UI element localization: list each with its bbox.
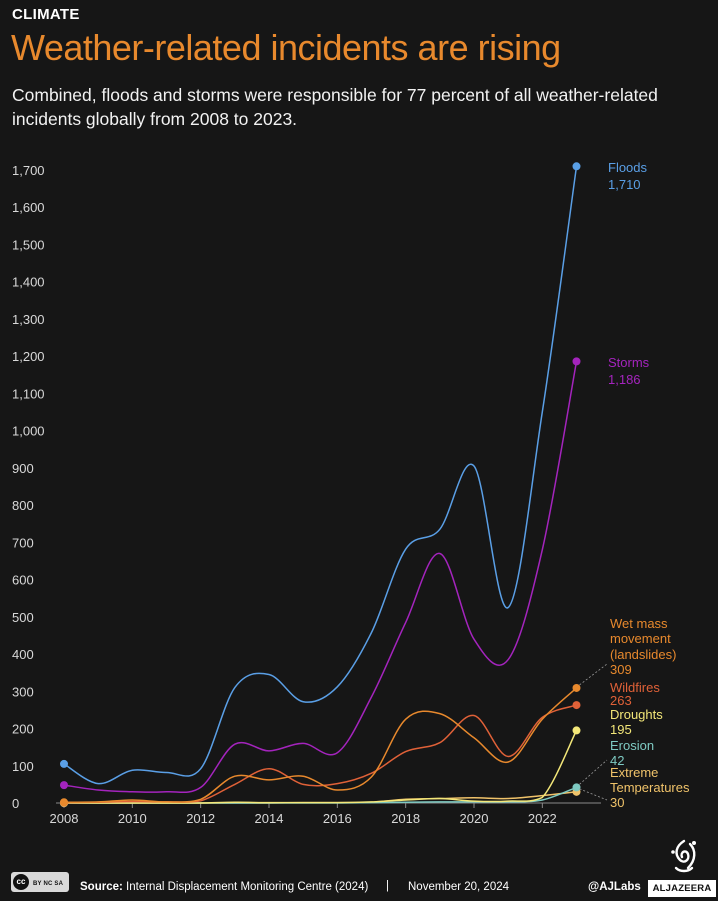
storms-start-point [60, 781, 68, 790]
y-tick-label: 1,100 [12, 386, 45, 401]
publish-date: November 20, 2024 [408, 881, 510, 893]
floods-end-point [572, 162, 581, 171]
footer-separator: | [386, 880, 389, 892]
storms-end-point [572, 357, 581, 366]
x-tick-label: 2010 [118, 811, 147, 826]
droughts-label: Droughts [610, 707, 663, 722]
source-credit: Source: Internal Displacement Monitoring… [80, 881, 368, 893]
ajlabs-handle[interactable]: @AJLabs [588, 881, 641, 893]
y-tick-label: 100 [12, 759, 34, 774]
y-tick-label: 600 [12, 573, 34, 588]
x-tick-label: 2014 [255, 811, 284, 826]
wet-mass-movement-landslides-end-point [572, 683, 581, 692]
y-tick-label: 1,300 [12, 312, 45, 327]
y-tick-label: 1,000 [12, 424, 45, 439]
cc-license-text: BY NC SA [33, 881, 64, 887]
y-tick-label: 0 [12, 796, 19, 811]
storms-line [63, 361, 578, 794]
x-tick-label: 2012 [186, 811, 215, 826]
erosion-value-label: 42 [610, 753, 624, 768]
y-tick-label: 500 [12, 610, 34, 625]
y-tick-label: 1,400 [12, 275, 45, 290]
droughts-line [64, 730, 578, 804]
storms-label: Storms [608, 355, 650, 370]
erosion-end-point [572, 783, 581, 792]
series-layer [60, 162, 581, 807]
line-chart: 0 100 200 300 400 500 600 700 800 900 1,000 1,100 1,… [12, 160, 690, 826]
x-tick-label: 2022 [528, 811, 557, 826]
wetmass-value-label: 309 [610, 662, 632, 677]
leader-lines [579, 663, 608, 801]
source-text: Internal Displacement Monitoring Centre … [126, 881, 369, 893]
aljazeera-brand: ALJAZEERA [648, 880, 716, 897]
floods-label: Floods [608, 160, 648, 175]
erosion-label: Erosion [610, 738, 654, 753]
end-labels: Floods 1,710 Storms 1,186 Wet mass movem… [608, 160, 690, 810]
droughts-end-point [572, 726, 581, 735]
aljazeera-logo-icon [671, 839, 696, 873]
wildfires-line [63, 704, 577, 804]
y-tick-label: 200 [12, 722, 34, 737]
y-tick-label: 1,500 [12, 237, 45, 252]
floods-value-label: 1,710 [608, 177, 641, 192]
y-tick-label: 900 [12, 461, 34, 476]
x-tick-label: 2008 [50, 811, 79, 826]
floods-start-point [60, 759, 68, 768]
y-tick-label: 400 [12, 647, 34, 662]
x-tick-label: 2016 [323, 811, 352, 826]
footer: cc BY NC SA Source: Internal Displacemen… [0, 839, 718, 901]
wildfires-label: Wildfires [610, 680, 660, 695]
droughts-value-label: 195 [610, 722, 632, 737]
wildfires-value-label: 263 [610, 693, 632, 708]
creative-commons-badge[interactable]: cc BY NC SA [11, 872, 69, 892]
x-tick-label: 2018 [391, 811, 420, 826]
wet-mass-movement-landslides-line [63, 687, 578, 804]
source-label: Source: [80, 881, 123, 893]
y-tick-label: 1,600 [12, 200, 45, 215]
wetmass-label-line3: (landslides) [610, 647, 676, 662]
y-tick-label: 700 [12, 535, 34, 550]
x-axis: 2008 2010 2012 2014 2016 2018 2020 2022 [50, 803, 557, 826]
y-tick-label: 1,700 [12, 163, 45, 178]
extreme-temps-value-label: 30 [610, 795, 624, 810]
cc-icon: cc [13, 874, 29, 890]
wet-mass-movement-landslides-start-point [60, 798, 68, 807]
wetmass-label-line1: Wet mass [610, 616, 668, 631]
y-axis: 0 100 200 300 400 500 600 700 800 900 1,000 1,100 1,… [12, 163, 45, 811]
storms-value-label: 1,186 [608, 372, 641, 387]
wildfires-end-point [572, 701, 581, 710]
chart-subtitle: Combined, floods and storms were respons… [12, 85, 658, 129]
kicker: CLIMATE [12, 6, 80, 23]
y-tick-label: 1,200 [12, 349, 45, 364]
leader-line [579, 788, 608, 801]
leader-line [579, 759, 608, 785]
extreme-temps-label-line2: Temperatures [610, 780, 690, 795]
y-tick-label: 300 [12, 684, 34, 699]
chart-title: Weather-related incidents are rising [11, 27, 561, 68]
x-tick-label: 2020 [460, 811, 489, 826]
leader-line [579, 663, 608, 686]
extreme-temps-label-line1: Extreme [610, 765, 658, 780]
floods-line [63, 166, 578, 785]
wetmass-label-line2: movement [610, 631, 671, 646]
y-tick-label: 800 [12, 498, 34, 513]
